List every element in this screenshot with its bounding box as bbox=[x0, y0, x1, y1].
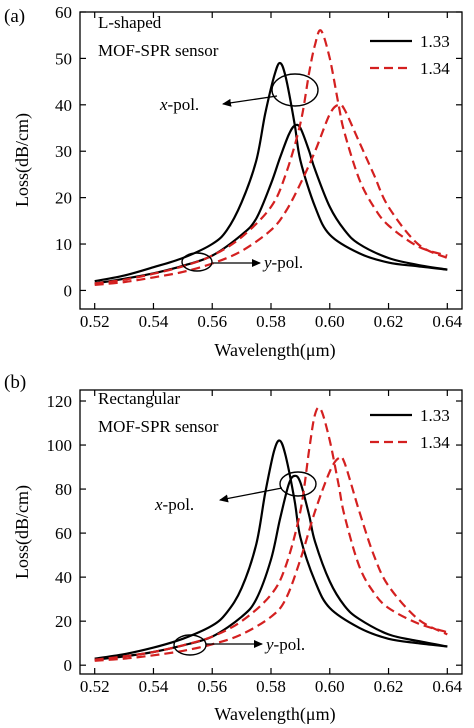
legend-label: 1.33 bbox=[420, 406, 450, 425]
x-axis-title: Wavelength(μm) bbox=[214, 340, 335, 361]
sensor-label-line1: Rectangular bbox=[98, 389, 180, 408]
series-line-1-33-y-pol bbox=[94, 474, 448, 661]
series-line-1-33-x-pol bbox=[94, 61, 448, 283]
y-tick-label: 40 bbox=[55, 96, 72, 115]
x-pol-arrow bbox=[222, 95, 278, 107]
legend-label: 1.34 bbox=[420, 59, 450, 78]
y-tick-label: 60 bbox=[55, 3, 72, 22]
series-line-1-34-x-pol bbox=[94, 29, 448, 285]
series-line-1-34-y-pol bbox=[94, 455, 448, 662]
x-tick-label: 0.58 bbox=[256, 312, 286, 331]
x-tick-label: 0.58 bbox=[256, 677, 286, 696]
y-tick-label: 120 bbox=[47, 392, 73, 411]
series-line-1-34-x-pol bbox=[94, 406, 448, 661]
x-pol-ellipse bbox=[279, 471, 317, 497]
x-tick-label: 0.56 bbox=[197, 677, 227, 696]
y-tick-label: 50 bbox=[55, 49, 72, 68]
x-pol-arrow bbox=[219, 487, 283, 503]
x-tick-label: 0.52 bbox=[80, 677, 110, 696]
y-axis-title: Loss(dB/cm) bbox=[12, 113, 33, 207]
y-pol-ellipse bbox=[173, 634, 207, 656]
chart-panel-b: 0.52 0.54 0.56 0.58 0.60 0.62 0.64 0 20 40 60 80 100… bbox=[4, 372, 463, 725]
x-tick-label: 0.62 bbox=[374, 677, 404, 696]
sensor-label-line1: L-shaped bbox=[98, 13, 162, 32]
x-pol-ellipse bbox=[271, 73, 319, 107]
y-tick-label: 60 bbox=[55, 524, 72, 543]
y-tick-label: 10 bbox=[55, 235, 72, 254]
y-axis-title: Loss(dB/cm) bbox=[12, 485, 33, 579]
sensor-label-line2: MOF-SPR sensor bbox=[98, 417, 219, 436]
legend-label: 1.34 bbox=[420, 433, 450, 452]
x-pol-label: x-pol. bbox=[154, 495, 194, 514]
panel-label: (b) bbox=[4, 372, 26, 393]
y-tick-label: 80 bbox=[55, 480, 72, 499]
x-tick-label: 0.52 bbox=[80, 312, 110, 331]
x-tick-label: 0.64 bbox=[432, 312, 462, 331]
x-tick-label: 0.60 bbox=[315, 312, 345, 331]
x-tick-label: 0.54 bbox=[139, 677, 169, 696]
y-tick-label: 100 bbox=[47, 436, 73, 455]
y-tick-label: 40 bbox=[55, 568, 72, 587]
legend-label: 1.33 bbox=[420, 32, 450, 51]
x-tick-label: 0.64 bbox=[432, 677, 462, 696]
series-line-1-34-y-pol bbox=[94, 103, 448, 286]
x-tick-label: 0.60 bbox=[315, 677, 345, 696]
x-tick-label: 0.54 bbox=[139, 312, 169, 331]
y-pol-label: y-pol. bbox=[262, 253, 303, 272]
y-tick-label: 20 bbox=[55, 189, 72, 208]
x-tick-label: 0.56 bbox=[197, 312, 227, 331]
x-axis-title: Wavelength(μm) bbox=[214, 704, 335, 725]
y-pol-label: y-pol. bbox=[264, 635, 305, 654]
x-pol-label: x-pol. bbox=[159, 95, 199, 114]
x-tick-label: 0.62 bbox=[374, 312, 404, 331]
panel-label: (a) bbox=[4, 6, 25, 27]
y-tick-label: 0 bbox=[64, 656, 73, 675]
sensor-label-line2: MOF-SPR sensor bbox=[98, 41, 219, 60]
y-pol-ellipse bbox=[181, 252, 213, 272]
y-tick-label: 30 bbox=[55, 142, 72, 161]
chart-panel-a: 0.52 0.54 0.56 0.58 0.60 0.62 0.64 0 10 20 30 40 50 6… bbox=[4, 3, 463, 361]
series-line-1-33-x-pol bbox=[94, 439, 448, 660]
y-tick-label: 20 bbox=[55, 612, 72, 631]
y-tick-label: 0 bbox=[64, 281, 73, 300]
